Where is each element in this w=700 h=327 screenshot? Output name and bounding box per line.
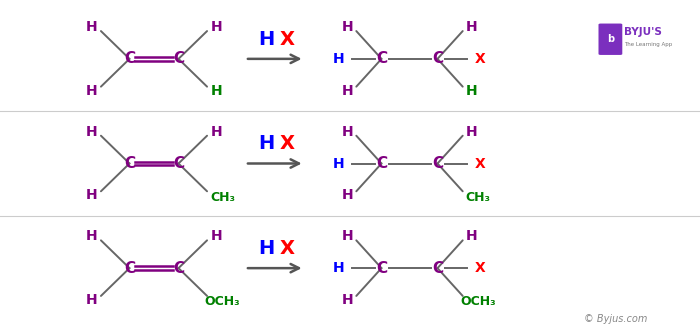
Text: © Byjus.com: © Byjus.com bbox=[584, 314, 648, 324]
Text: H: H bbox=[342, 20, 353, 34]
Text: H: H bbox=[258, 239, 274, 258]
Text: C: C bbox=[376, 261, 387, 276]
Text: H: H bbox=[466, 230, 477, 243]
Text: H: H bbox=[210, 20, 222, 34]
Text: C: C bbox=[124, 261, 135, 276]
Text: H: H bbox=[466, 20, 477, 34]
Text: BYJU'S: BYJU'S bbox=[624, 27, 662, 37]
Text: C: C bbox=[173, 156, 184, 171]
Text: OCH₃: OCH₃ bbox=[204, 295, 240, 308]
Text: C: C bbox=[173, 51, 184, 66]
Text: H: H bbox=[258, 30, 274, 49]
Text: H: H bbox=[210, 230, 222, 243]
Text: X: X bbox=[279, 239, 295, 258]
Text: C: C bbox=[376, 51, 387, 66]
Text: H: H bbox=[466, 84, 477, 97]
FancyBboxPatch shape bbox=[598, 24, 622, 55]
Text: H: H bbox=[86, 293, 98, 307]
Text: H: H bbox=[342, 84, 353, 97]
Text: H: H bbox=[86, 20, 98, 34]
Text: H: H bbox=[86, 125, 98, 139]
Text: C: C bbox=[124, 156, 135, 171]
Text: H: H bbox=[342, 293, 353, 307]
Text: H: H bbox=[342, 125, 353, 139]
Text: X: X bbox=[475, 157, 485, 170]
Text: H: H bbox=[258, 134, 274, 153]
Text: H: H bbox=[210, 84, 222, 97]
Text: H: H bbox=[86, 230, 98, 243]
Text: H: H bbox=[342, 188, 353, 202]
Text: CH₃: CH₃ bbox=[466, 191, 491, 204]
Text: X: X bbox=[475, 261, 485, 275]
Text: H: H bbox=[333, 52, 345, 66]
Text: C: C bbox=[432, 51, 443, 66]
Text: C: C bbox=[124, 51, 135, 66]
Text: The Learning App: The Learning App bbox=[624, 42, 672, 47]
Text: H: H bbox=[466, 125, 477, 139]
Text: CH₃: CH₃ bbox=[210, 191, 235, 204]
Text: b: b bbox=[607, 34, 614, 44]
Text: C: C bbox=[376, 156, 387, 171]
Text: OCH₃: OCH₃ bbox=[461, 295, 496, 308]
Text: H: H bbox=[333, 261, 345, 275]
Text: C: C bbox=[432, 156, 443, 171]
Text: H: H bbox=[86, 84, 98, 97]
Text: C: C bbox=[432, 261, 443, 276]
Text: H: H bbox=[342, 230, 353, 243]
Text: C: C bbox=[173, 261, 184, 276]
Text: H: H bbox=[86, 188, 98, 202]
Text: X: X bbox=[279, 134, 295, 153]
Text: X: X bbox=[475, 52, 485, 66]
Text: H: H bbox=[210, 125, 222, 139]
Text: H: H bbox=[333, 157, 345, 170]
Text: X: X bbox=[279, 30, 295, 49]
